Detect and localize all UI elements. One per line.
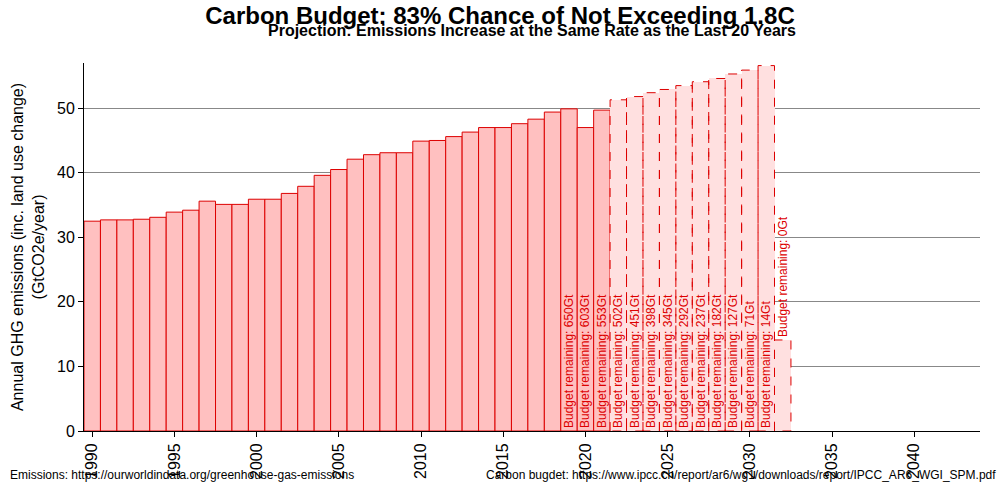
svg-text:2025: 2025 xyxy=(659,443,676,479)
svg-text:2005: 2005 xyxy=(330,443,347,479)
svg-text:Budget remaining: 0Gt: Budget remaining: 0Gt xyxy=(776,216,790,337)
svg-text:Budget remaining: 553Gt: Budget remaining: 553Gt xyxy=(595,294,609,428)
svg-text:Budget remaining: 127Gt: Budget remaining: 127Gt xyxy=(726,294,740,428)
svg-text:2040: 2040 xyxy=(905,443,922,479)
svg-text:Budget remaining: 398Gt: Budget remaining: 398Gt xyxy=(644,294,658,428)
svg-text:Budget remaining: 603Gt: Budget remaining: 603Gt xyxy=(578,294,592,428)
svg-text:2035: 2035 xyxy=(823,443,840,479)
svg-text:Carbon Budget: 83% Chance of N: Carbon Budget: 83% Chance of Not Exceedi… xyxy=(205,2,794,29)
svg-text:2030: 2030 xyxy=(741,443,758,479)
svg-text:Budget remaining: 182Gt: Budget remaining: 182Gt xyxy=(710,294,724,428)
svg-text:Emissions: https://ourworldind: Emissions: https://ourworldindata.org/gr… xyxy=(10,468,354,482)
svg-text:1995: 1995 xyxy=(166,443,183,479)
svg-text:Budget remaining: 650Gt: Budget remaining: 650Gt xyxy=(562,294,576,428)
svg-text:0: 0 xyxy=(66,423,75,440)
svg-text:1990: 1990 xyxy=(83,443,100,479)
svg-text:30: 30 xyxy=(57,229,75,246)
svg-text:2000: 2000 xyxy=(248,443,265,479)
svg-text:50: 50 xyxy=(57,100,75,117)
svg-text:Budget remaining: 345Gt: Budget remaining: 345Gt xyxy=(661,294,675,428)
svg-text:10: 10 xyxy=(57,358,75,375)
svg-text:20: 20 xyxy=(57,293,75,310)
svg-text:40: 40 xyxy=(57,164,75,181)
svg-text:Projection: Emissions Increase: Projection: Emissions Increase at the Sa… xyxy=(268,22,796,39)
svg-text:Budget remaining: 14Gt: Budget remaining: 14Gt xyxy=(759,301,773,428)
svg-text:Budget remaining: 292Gt: Budget remaining: 292Gt xyxy=(677,294,691,428)
svg-text:Annual GHG emissions (inc. lan: Annual GHG emissions (inc. land use chan… xyxy=(9,83,47,411)
svg-text:Budget remaining: 237Gt: Budget remaining: 237Gt xyxy=(694,294,708,428)
svg-text:Budget remaining: 502Gt: Budget remaining: 502Gt xyxy=(611,294,625,428)
svg-text:2015: 2015 xyxy=(494,443,511,479)
svg-text:2020: 2020 xyxy=(577,443,594,479)
svg-text:Carbon bugdet: https://www.ipc: Carbon bugdet: https://www.ipcc.ch/repor… xyxy=(486,468,996,482)
svg-text:2010: 2010 xyxy=(412,443,429,479)
svg-text:Budget remaining: 71Gt: Budget remaining: 71Gt xyxy=(743,301,757,428)
svg-text:Budget remaining: 451Gt: Budget remaining: 451Gt xyxy=(628,294,642,428)
